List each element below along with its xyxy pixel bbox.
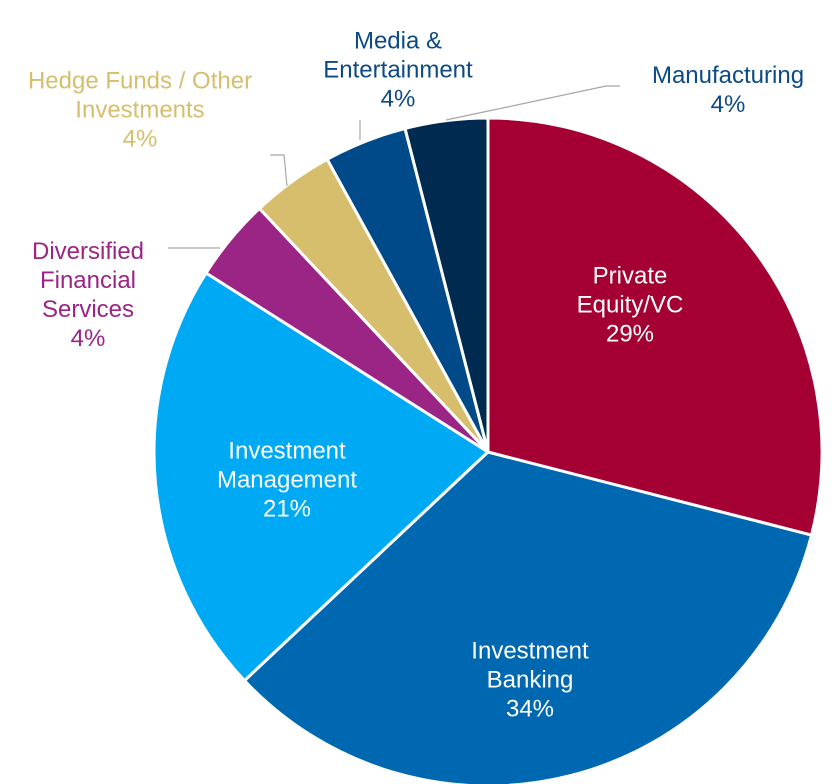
category-label: Diversified Financial Services [31, 238, 145, 323]
slice-label: Diversified Financial Services 4% [13, 237, 163, 353]
pie-slice [242, 450, 814, 784]
slice-label: Private Equity/VC 29% [550, 262, 710, 349]
pie-slice [152, 270, 491, 683]
slice-label: Media & Entertainment 4% [293, 27, 503, 114]
leader-line [445, 85, 620, 121]
category-label: Investment Banking [471, 637, 589, 694]
category-label: Investment Management [216, 437, 358, 494]
value-label: 21% [262, 495, 312, 523]
value-label: 4% [70, 325, 106, 352]
slice-label: Hedge Funds / Other Investments 4% [5, 67, 275, 154]
category-label: Manufacturing [651, 62, 805, 89]
slice-label: Manufacturing 4% [618, 61, 833, 119]
value-label: 34% [505, 695, 555, 723]
category-label: Hedge Funds / Other Investments [27, 67, 253, 124]
category-label: Media & Entertainment [323, 27, 473, 84]
category-label: Private Equity/VC [576, 262, 684, 319]
value-label: 4% [380, 85, 416, 113]
value-label: 4% [122, 125, 158, 153]
pie-slice [486, 116, 824, 537]
value-label: 4% [710, 91, 746, 118]
slice-label: Investment Banking 34% [440, 637, 620, 724]
value-label: 29% [605, 320, 655, 348]
slice-label: Investment Management 21% [182, 437, 392, 524]
leader-line [270, 154, 288, 187]
